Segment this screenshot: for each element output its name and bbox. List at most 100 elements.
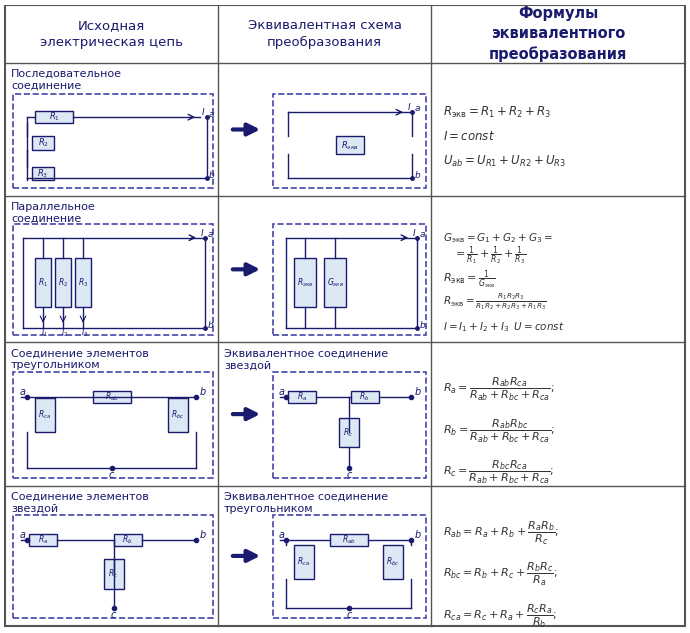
Bar bbox=[273, 224, 426, 335]
Text: $R_{\rm экв}=R_1+R_2+R_3$: $R_{\rm экв}=R_1+R_2+R_3$ bbox=[443, 104, 551, 120]
Text: Исходная
электрическая цепь: Исходная электрическая цепь bbox=[40, 19, 183, 49]
Bar bbox=[339, 418, 359, 447]
Text: $b$: $b$ bbox=[414, 170, 422, 180]
Text: $I_1$: $I_1$ bbox=[41, 327, 48, 339]
Text: $a$: $a$ bbox=[419, 230, 426, 239]
Bar bbox=[13, 94, 213, 188]
Bar bbox=[273, 94, 426, 188]
Bar bbox=[92, 391, 130, 403]
Text: $R_{экв}$: $R_{экв}$ bbox=[297, 277, 313, 289]
Text: Последовательное
соединение: Последовательное соединение bbox=[11, 69, 122, 91]
Text: $c$: $c$ bbox=[346, 470, 353, 480]
Text: $R_a$: $R_a$ bbox=[38, 534, 48, 546]
Text: $R_{bc}$: $R_{bc}$ bbox=[171, 409, 185, 422]
Text: $R_{ca}$: $R_{ca}$ bbox=[297, 556, 310, 568]
Text: $a$: $a$ bbox=[19, 530, 26, 540]
Text: $R_a=\dfrac{R_{ab}R_{ca}}{R_{ab}+R_{bc}+R_{ca}}$$;$: $R_a=\dfrac{R_{ab}R_{ca}}{R_{ab}+R_{bc}+… bbox=[443, 377, 555, 403]
Bar bbox=[104, 560, 124, 589]
Bar bbox=[383, 544, 403, 579]
Text: $b$: $b$ bbox=[208, 170, 215, 180]
Text: звездой: звездой bbox=[224, 360, 271, 370]
Text: $R_{ab}$: $R_{ab}$ bbox=[342, 534, 355, 546]
Text: $b$: $b$ bbox=[419, 318, 426, 330]
Text: $R_3$: $R_3$ bbox=[78, 277, 88, 289]
Bar bbox=[13, 515, 213, 618]
Text: $a$: $a$ bbox=[278, 530, 286, 540]
Text: $b$: $b$ bbox=[414, 528, 422, 540]
Bar bbox=[75, 258, 91, 308]
Text: $c$: $c$ bbox=[108, 470, 116, 480]
Text: $=\frac{1}{R_1}+\frac{1}{R_2}+\frac{1}{R_3}$: $=\frac{1}{R_1}+\frac{1}{R_2}+\frac{1}{R… bbox=[453, 244, 526, 267]
Text: $R_1$: $R_1$ bbox=[48, 111, 59, 123]
Text: $R_{\rm экв}=\frac{R_1 R_2 R_3}{R_1 R_2+R_2 R_3+R_1 R_3}$: $R_{\rm экв}=\frac{R_1 R_2 R_3}{R_1 R_2+… bbox=[443, 291, 546, 313]
Bar bbox=[35, 111, 73, 123]
Text: $b$: $b$ bbox=[199, 528, 207, 540]
Text: Эквивалентное соединение: Эквивалентное соединение bbox=[224, 348, 388, 358]
Text: $R_b$: $R_b$ bbox=[359, 391, 370, 403]
Text: $R_a$: $R_a$ bbox=[297, 391, 307, 403]
Text: $a$: $a$ bbox=[19, 387, 26, 397]
Text: $b$: $b$ bbox=[207, 318, 215, 330]
Text: $R_c=\dfrac{R_{bc}R_{ca}}{R_{ab}+R_{bc}+R_{ca}}$$;$: $R_c=\dfrac{R_{bc}R_{ca}}{R_{ab}+R_{bc}+… bbox=[443, 460, 554, 486]
Bar bbox=[113, 534, 141, 546]
Bar bbox=[351, 391, 379, 403]
Bar bbox=[294, 544, 314, 579]
Text: $a$: $a$ bbox=[414, 104, 421, 113]
Text: $R_{экв}$: $R_{экв}$ bbox=[341, 139, 358, 151]
Text: Соединение элементов
звездой: Соединение элементов звездой bbox=[11, 492, 149, 513]
Text: $R_b=\dfrac{R_{ab}R_{bc}}{R_{ab}+R_{bc}+R_{ca}}$$;$: $R_b=\dfrac{R_{ab}R_{bc}}{R_{ab}+R_{bc}+… bbox=[443, 418, 555, 445]
Bar bbox=[13, 372, 213, 478]
Text: $R_{bc}=R_b+R_c+\dfrac{R_bR_c}{R_a}$$;$: $R_{bc}=R_b+R_c+\dfrac{R_bR_c}{R_a}$$;$ bbox=[443, 561, 558, 588]
Text: $R_{ca}=R_c+R_a+\dfrac{R_cR_a}{R_b}$$;$: $R_{ca}=R_c+R_a+\dfrac{R_cR_a}{R_b}$$;$ bbox=[443, 603, 557, 630]
Text: $I$: $I$ bbox=[412, 227, 416, 238]
Text: $c$: $c$ bbox=[110, 610, 118, 620]
Text: $I = const$: $I = const$ bbox=[443, 130, 495, 144]
Text: $R_c$: $R_c$ bbox=[108, 568, 119, 580]
Text: $I_3$: $I_3$ bbox=[81, 327, 88, 339]
Text: Параллельное
соединение: Параллельное соединение bbox=[11, 202, 96, 223]
Text: $R_{ca}$: $R_{ca}$ bbox=[39, 409, 52, 422]
Text: $b$: $b$ bbox=[414, 385, 422, 397]
Bar bbox=[168, 398, 188, 432]
Text: $R_{ab}$: $R_{ab}$ bbox=[105, 391, 119, 403]
Text: Эквивалентное соединение: Эквивалентное соединение bbox=[224, 492, 388, 502]
Text: $R_c$: $R_c$ bbox=[344, 426, 353, 439]
Text: $I$: $I$ bbox=[407, 101, 411, 112]
Text: $R_2$: $R_2$ bbox=[58, 277, 68, 289]
Text: Соединение элементов
треугольником: Соединение элементов треугольником bbox=[11, 348, 149, 370]
Text: треугольником: треугольником bbox=[224, 503, 314, 513]
Text: $G_{\rm экв}=G_1+G_2+G_3=$: $G_{\rm экв}=G_1+G_2+G_3=$ bbox=[443, 231, 553, 244]
Bar bbox=[32, 136, 54, 150]
Text: $G_{экв}$: $G_{экв}$ bbox=[326, 277, 344, 289]
Text: $R_{\rm экв}=\frac{1}{G_{\rm экв}}$: $R_{\rm экв}=\frac{1}{G_{\rm экв}}$ bbox=[443, 268, 496, 291]
Bar bbox=[35, 258, 51, 308]
Text: $I$: $I$ bbox=[200, 227, 204, 238]
Text: $U_{ab}=U_{R1}+U_{R2}+U_{R3}$: $U_{ab}=U_{R1}+U_{R2}+U_{R3}$ bbox=[443, 154, 566, 169]
Text: $c$: $c$ bbox=[346, 610, 353, 620]
Bar bbox=[330, 534, 368, 546]
Text: $R_{ab}=R_a+R_b+\dfrac{R_aR_b}{R_c}$$;$: $R_{ab}=R_a+R_b+\dfrac{R_aR_b}{R_c}$$;$ bbox=[443, 520, 559, 547]
Text: $b$: $b$ bbox=[199, 385, 207, 397]
Bar bbox=[273, 515, 426, 618]
Bar bbox=[324, 258, 346, 308]
Bar bbox=[55, 258, 71, 308]
Text: $a$: $a$ bbox=[208, 110, 215, 119]
Bar bbox=[29, 534, 57, 546]
Text: $a$: $a$ bbox=[278, 387, 286, 397]
Text: $I$: $I$ bbox=[201, 106, 206, 117]
Text: $R_{bc}$: $R_{bc}$ bbox=[386, 556, 400, 568]
Bar bbox=[294, 258, 316, 308]
Bar bbox=[13, 224, 213, 335]
Text: $I_2$: $I_2$ bbox=[61, 327, 68, 339]
Bar bbox=[288, 391, 316, 403]
Bar bbox=[335, 137, 364, 154]
Bar bbox=[273, 372, 426, 478]
Text: $R_b$: $R_b$ bbox=[122, 534, 132, 546]
Text: $a$: $a$ bbox=[207, 230, 214, 239]
Text: $R_2$: $R_2$ bbox=[37, 137, 48, 149]
Text: $R_1$: $R_1$ bbox=[38, 277, 48, 289]
Bar bbox=[32, 166, 54, 180]
Bar bbox=[35, 398, 55, 432]
Text: Эквивалентная схема
преобразования: Эквивалентная схема преобразования bbox=[248, 19, 402, 49]
Text: $I=I_1+I_2+I_3\;\;U=const$: $I=I_1+I_2+I_3\;\;U=const$ bbox=[443, 320, 564, 334]
